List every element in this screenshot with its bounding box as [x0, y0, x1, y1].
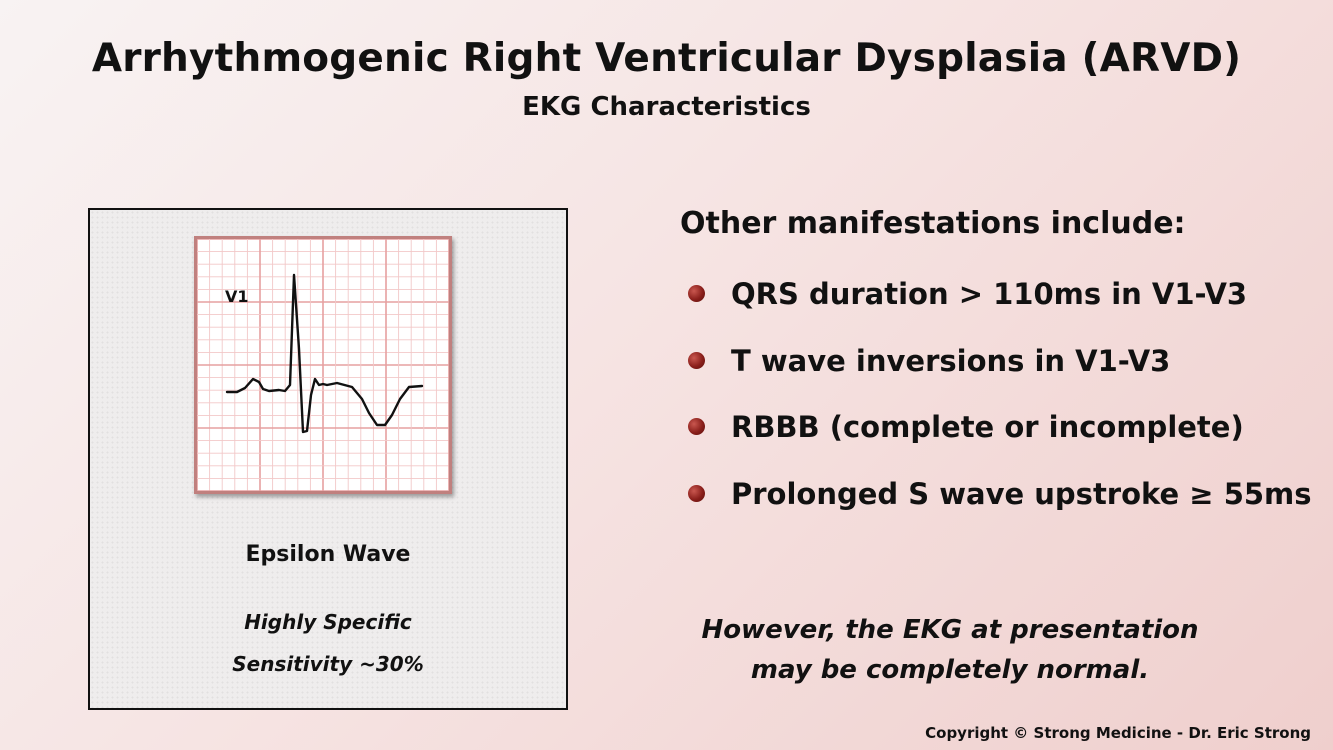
list-item: T wave inversions in V1-V3	[686, 339, 1312, 406]
bullet-icon	[688, 285, 705, 302]
sensitivity-text: Sensitivity ~30%	[232, 652, 424, 676]
manifestations-list: QRS duration > 110ms in V1-V3 T wave inv…	[686, 272, 1312, 538]
list-item-text: RBBB (complete or incomplete)	[731, 410, 1244, 444]
list-item: Prolonged S wave upstroke ≥ 55ms	[686, 472, 1312, 539]
note-line-1: However, the EKG at presentation	[701, 615, 1199, 645]
epsilon-wave-caption: Epsilon Wave	[245, 542, 411, 567]
manifestations-heading: Other manifestations include:	[680, 206, 1186, 241]
ekg-grid: V1	[197, 239, 449, 491]
list-item-text: QRS duration > 110ms in V1-V3	[731, 277, 1248, 311]
slide-title: Arrhythmogenic Right Ventricular Dysplas…	[91, 36, 1242, 81]
list-item: RBBB (complete or incomplete)	[686, 405, 1312, 472]
note-line-2: may be completely normal.	[750, 655, 1150, 685]
copyright-text: Copyright © Strong Medicine - Dr. Eric S…	[925, 724, 1311, 742]
bullet-icon	[688, 351, 705, 369]
ekg-trace	[225, 273, 424, 434]
specificity-text: Highly Specific	[244, 610, 412, 634]
list-item-text: Prolonged S wave upstroke ≥ 55ms	[731, 476, 1312, 511]
lead-label: V1	[225, 287, 249, 306]
epsilon-wave-panel: V1 Epsilon Wave Highly Specific Sensitiv…	[88, 208, 568, 710]
list-item-text: T wave inversions in V1-V3	[731, 343, 1171, 378]
list-item: QRS duration > 110ms in V1-V3	[686, 272, 1312, 339]
slide-subtitle: EKG Characteristics	[522, 92, 811, 122]
bullet-icon	[688, 418, 705, 435]
bullet-icon	[688, 484, 705, 502]
presentation-note: However, the EKG at presentation may be …	[690, 610, 1210, 690]
ekg-strip: V1	[194, 236, 452, 494]
